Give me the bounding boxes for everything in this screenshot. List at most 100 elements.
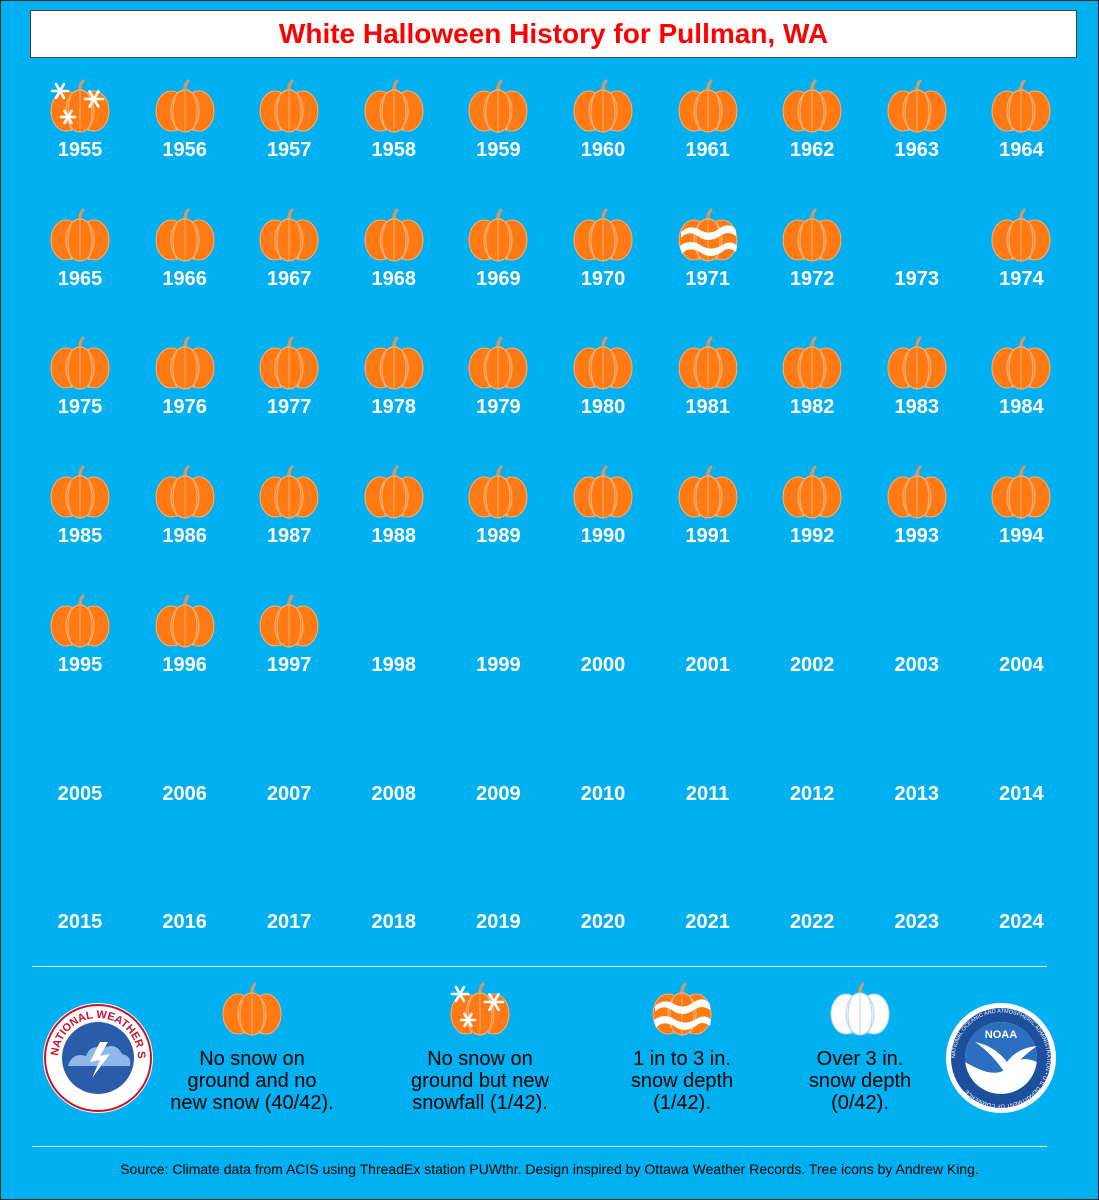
year-cell: 1990	[551, 463, 655, 591]
legend-text-line: No snow on	[199, 1048, 305, 1070]
year-label: 1999	[476, 653, 521, 676]
pumpkin-icon	[222, 982, 282, 1036]
year-cell: 1960	[551, 77, 655, 205]
year-cell: 1984	[969, 334, 1073, 462]
year-cell: 2000	[551, 592, 655, 720]
pumpkin-icon	[259, 593, 319, 648]
year-cell: 2006	[133, 721, 237, 849]
year-label: 1981	[685, 396, 730, 419]
pumpkin-icon	[887, 79, 947, 133]
year-cell: 1966	[133, 206, 237, 334]
year-label: 1997	[266, 653, 312, 676]
year-label: 1989	[476, 525, 521, 548]
pumpkin-icon	[155, 79, 215, 133]
year-label: 2003	[894, 653, 940, 676]
year-label: 2024	[999, 911, 1044, 934]
year-cell: 2003	[865, 592, 969, 720]
year-label: 1967	[266, 267, 312, 290]
year-cell: 1989	[446, 463, 550, 591]
pumpkin-icon	[991, 336, 1051, 390]
year-cell: 1991	[656, 463, 760, 591]
year-cell: 2010	[551, 721, 655, 849]
year-cell: 1970	[551, 206, 655, 334]
year-label: 1958	[371, 139, 417, 161]
year-cell: 1999	[446, 592, 550, 720]
pumpkin-icon	[468, 207, 528, 262]
legend-text-line: 1 in to 3 in.	[633, 1048, 731, 1070]
legend-item-depth-1-3: 1 in to 3 in. snow depth (1/42).	[582, 980, 782, 1114]
year-cell: 2019	[446, 849, 550, 977]
year-cell: 2011	[656, 721, 760, 849]
year-cell: 1976	[133, 334, 237, 462]
pumpkin-icon	[573, 207, 633, 262]
year-cell: 2021	[656, 849, 760, 977]
year-label: 1972	[789, 267, 835, 290]
legend-text-line: snowfall (1/42).	[412, 1092, 548, 1114]
year-cell: 1964	[969, 77, 1073, 205]
year-label: 1980	[580, 396, 626, 419]
snow-covered-pumpkin-icon	[652, 982, 712, 1036]
year-label: 1966	[162, 267, 207, 290]
pumpkin-icon	[155, 336, 215, 390]
year-label: 1988	[371, 525, 417, 548]
year-cell: 1985	[28, 463, 132, 591]
pumpkin-icon	[678, 79, 738, 133]
year-label: 1982	[789, 396, 835, 419]
pumpkin-icon	[782, 79, 842, 133]
legend-top-divider	[32, 966, 1047, 967]
legend-text-line: ground but new	[411, 1070, 549, 1092]
year-cell: 2008	[342, 721, 446, 849]
year-label: 2020	[580, 911, 626, 934]
year-label: 2018	[371, 911, 417, 934]
year-label: 2023	[894, 911, 940, 934]
year-cell: 2001	[656, 592, 760, 720]
page-title: White Halloween History for Pullman, WA	[30, 10, 1077, 58]
year-cell: 1995	[28, 592, 132, 720]
year-label: 1990	[580, 525, 626, 548]
year-cell: 1955	[28, 77, 132, 205]
year-label: 1992	[789, 525, 835, 548]
year-cell: 1971	[656, 206, 760, 334]
legend-text-line: No snow on	[427, 1048, 533, 1070]
year-label: 2012	[789, 782, 835, 805]
year-cell: 2009	[446, 721, 550, 849]
year-cell: 1994	[969, 463, 1073, 591]
year-cell: 2024	[969, 849, 1073, 977]
year-label: 1975	[57, 396, 103, 419]
pumpkin-icon	[364, 79, 424, 133]
year-cell: 1988	[342, 463, 446, 591]
pumpkin-icon	[678, 465, 738, 519]
year-label: 2019	[476, 911, 521, 934]
noaa-logo: NOAA NATIONAL OCEANIC AND ATMOSPHERIC AD…	[945, 1002, 1057, 1119]
pumpkin-icon	[155, 207, 215, 262]
year-label: 1959	[476, 139, 521, 161]
pumpkin-icon	[259, 465, 319, 519]
pumpkin-icon	[782, 207, 842, 262]
year-label: 1964	[999, 139, 1044, 161]
year-cell: 1981	[656, 334, 760, 462]
year-label: 2013	[894, 782, 940, 805]
pumpkin-icon	[468, 465, 528, 519]
nws-logo: NATIONAL WEATHER SERVICE	[38, 993, 154, 1119]
pumpkin-icon	[468, 79, 528, 133]
year-label: 2011	[685, 782, 730, 805]
year-label: 1962	[789, 139, 835, 161]
year-label: 2021	[685, 911, 730, 934]
white-pumpkin-icon	[830, 982, 890, 1036]
year-label: 2009	[476, 782, 521, 805]
year-cell: 1992	[760, 463, 864, 591]
year-label: 1995	[57, 653, 103, 676]
year-label: 1983	[894, 396, 940, 419]
snowflake-pumpkin-icon	[450, 982, 510, 1036]
year-label: 1969	[476, 267, 521, 290]
year-label: 2010	[580, 782, 626, 805]
year-label: 2002	[789, 653, 835, 676]
legend-item-no-snow: No snow on ground and no new snow (40/42).	[152, 980, 352, 1114]
year-label: 1979	[476, 396, 521, 419]
year-cell: 1956	[133, 77, 237, 205]
snowflake-pumpkin-icon	[50, 79, 110, 133]
year-label: 1987	[266, 525, 312, 548]
year-cell: 1978	[342, 334, 446, 462]
year-label: 1977	[266, 396, 312, 419]
pumpkin-icon	[259, 336, 319, 390]
